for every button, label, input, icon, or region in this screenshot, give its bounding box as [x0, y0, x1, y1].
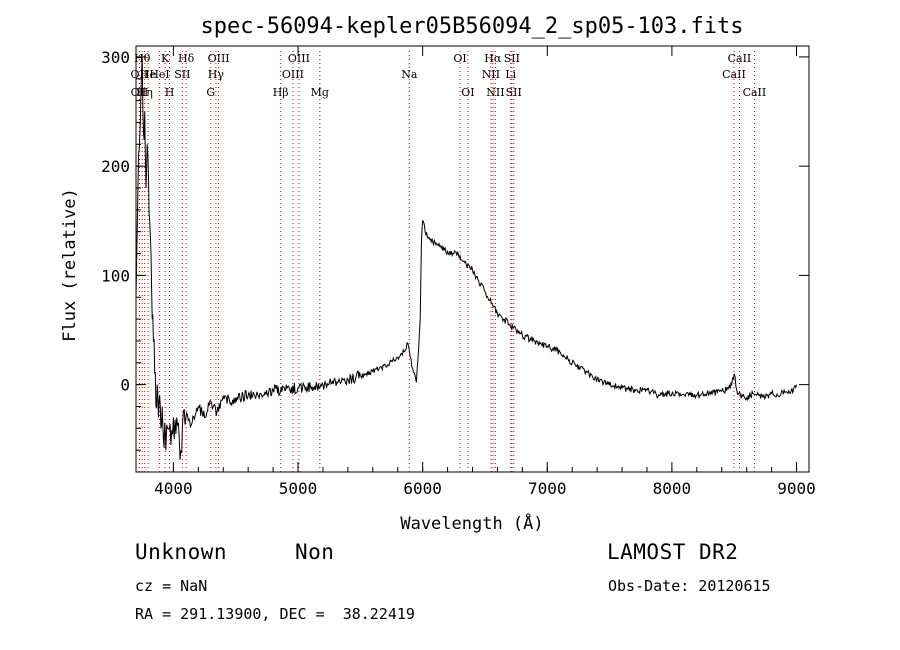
x-axis-label: Wavelength (Å) — [400, 512, 543, 534]
line-label: OIII — [288, 52, 310, 65]
y-tick-label: 100 — [101, 266, 130, 285]
y-tick-label: 0 — [120, 376, 130, 395]
subclass-label: Non — [295, 540, 335, 564]
line-label: Hη — [137, 86, 153, 99]
line-label: OIII — [282, 68, 304, 81]
x-tick-label: 8000 — [653, 479, 692, 498]
line-label: SII — [504, 52, 520, 65]
line-label: Li — [505, 68, 516, 81]
line-label: He — [140, 68, 156, 81]
line-label: G — [206, 86, 215, 99]
spectral-line-markers: OIIOIIHθHηHeHeIKHSIIHδGHγOIIIHβOIIIOIIIM… — [131, 50, 767, 472]
spectrum-line — [135, 56, 797, 460]
line-label: Hγ — [208, 68, 225, 81]
x-tick-label: 4000 — [154, 479, 193, 498]
x-tick-label: 7000 — [528, 479, 567, 498]
coordinates-label: RA = 291.13900, DEC = 38.22419 — [135, 605, 415, 623]
line-label: OI — [453, 52, 466, 65]
line-label: Mg — [311, 86, 329, 99]
line-label: HeI — [149, 68, 169, 81]
y-tick-label: 300 — [101, 48, 130, 67]
line-label: CaII — [728, 52, 752, 65]
line-label: Hα — [484, 52, 502, 65]
line-label: Na — [401, 68, 418, 81]
line-label: Hδ — [178, 52, 195, 65]
line-label: SII — [506, 86, 522, 99]
line-label: CaII — [743, 86, 767, 99]
y-axis-label: Flux (relative) — [60, 188, 80, 342]
x-tick-label: 6000 — [403, 479, 442, 498]
line-label: OII — [131, 68, 149, 81]
line-label: OI — [461, 86, 474, 99]
line-label: Hβ — [273, 86, 289, 99]
x-tick-label: 5000 — [279, 479, 318, 498]
redshift-label: cz = NaN — [135, 577, 208, 595]
line-label: CaII — [722, 68, 746, 81]
line-label: OIII — [208, 52, 230, 65]
line-label: SII — [174, 68, 190, 81]
line-label: H — [165, 86, 175, 99]
x-tick-label: 9000 — [777, 479, 816, 498]
line-label: NII — [486, 86, 504, 99]
y-tick-label: 200 — [101, 157, 130, 176]
line-label: K — [161, 52, 170, 65]
plot-frame — [135, 45, 810, 473]
line-label: OII — [131, 86, 149, 99]
obs-date-label: Obs-Date: 20120615 — [608, 577, 771, 595]
axis-ticks: 4000 5000 6000 7000 8000 9000 0 100 200 300 — [101, 46, 816, 498]
survey-label: LAMOST DR2 — [607, 540, 739, 564]
chart-title: spec-56094-kepler05B56094_2_sp05-103.fit… — [200, 14, 743, 39]
line-label: NII — [482, 68, 500, 81]
class-label: Unknown — [135, 540, 228, 564]
